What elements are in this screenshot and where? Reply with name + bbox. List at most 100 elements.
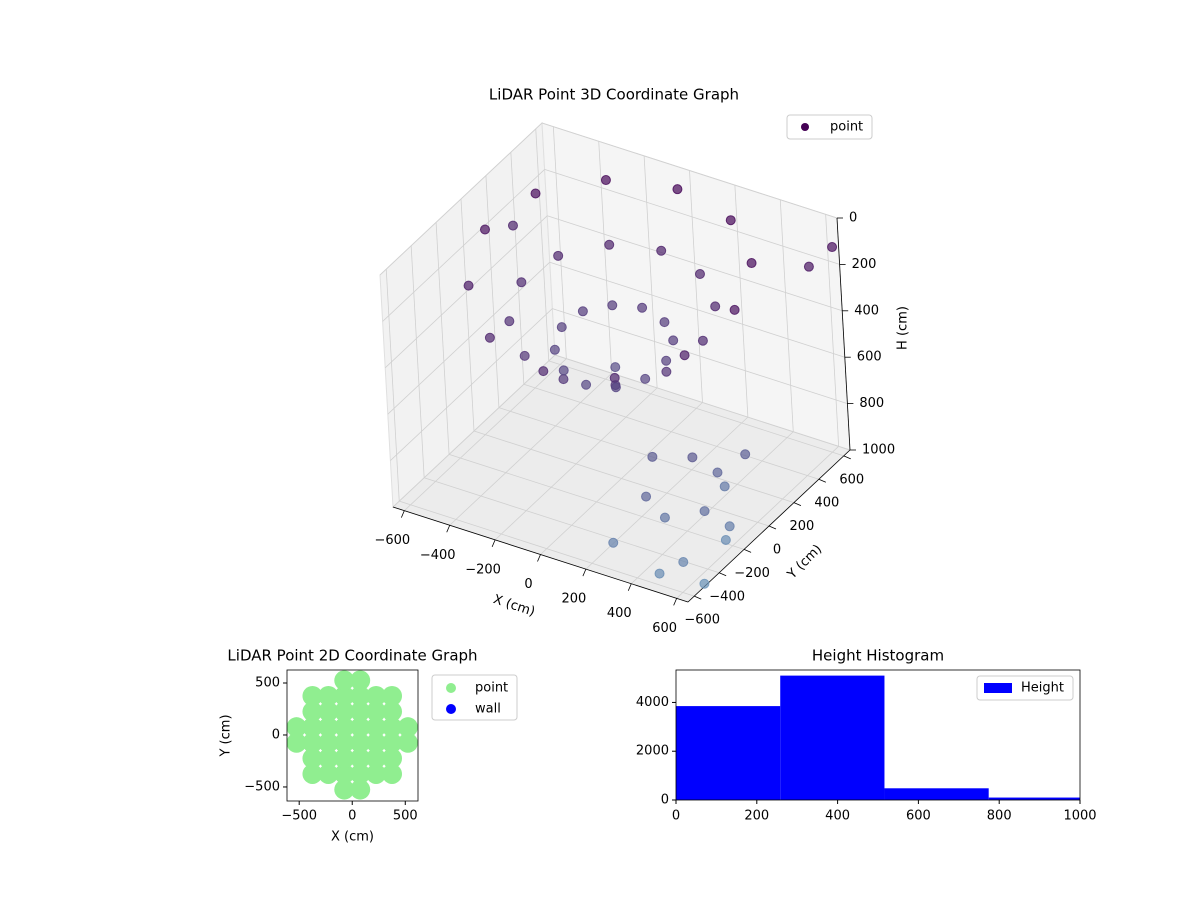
y-axis-label: Y (cm) bbox=[219, 714, 234, 757]
point bbox=[350, 763, 371, 784]
point bbox=[302, 685, 323, 706]
grid-line bbox=[498, 407, 795, 503]
y-tick bbox=[793, 502, 802, 506]
axes-frame bbox=[675, 669, 1081, 801]
x-tick-label: 0 bbox=[348, 809, 356, 824]
grid-line bbox=[435, 222, 450, 455]
point bbox=[607, 300, 618, 311]
point bbox=[712, 467, 723, 478]
z-tick-label: 600 bbox=[857, 350, 882, 365]
point bbox=[366, 732, 387, 753]
legend-label: Height bbox=[1021, 681, 1064, 696]
point bbox=[318, 685, 339, 706]
grid-line bbox=[825, 214, 840, 447]
y-tick-label: 0 bbox=[661, 793, 669, 808]
x-tick bbox=[673, 598, 678, 606]
x-tick-label: 400 bbox=[825, 809, 850, 824]
point bbox=[382, 717, 403, 738]
z-tick-label: 1000 bbox=[862, 443, 895, 458]
point bbox=[382, 701, 403, 722]
point bbox=[720, 534, 731, 545]
point bbox=[334, 685, 355, 706]
grid-line bbox=[643, 155, 658, 388]
x-tick-label: −400 bbox=[420, 548, 456, 563]
bar bbox=[676, 706, 781, 800]
legend-swatch bbox=[984, 683, 1012, 693]
x-tick-label: 200 bbox=[561, 592, 586, 607]
z-tick-label: 800 bbox=[859, 396, 884, 411]
grid-line bbox=[379, 122, 543, 276]
point bbox=[366, 763, 387, 784]
y-axis-label: Y (cm) bbox=[784, 542, 825, 583]
axis-line bbox=[687, 449, 851, 603]
point bbox=[382, 732, 403, 753]
y-tick-label: −500 bbox=[244, 779, 280, 794]
x-tick bbox=[446, 525, 451, 533]
grid-line bbox=[510, 152, 525, 385]
grid-line bbox=[390, 308, 553, 461]
legend-label: wall bbox=[475, 702, 501, 717]
point bbox=[334, 701, 355, 722]
y-tick-label: 0 bbox=[773, 543, 781, 558]
x-tick-label: 1000 bbox=[1063, 809, 1096, 824]
legend-label: point bbox=[475, 681, 508, 696]
x-tick-label: −500 bbox=[281, 809, 317, 824]
point bbox=[350, 670, 371, 691]
point bbox=[530, 188, 541, 199]
point bbox=[694, 269, 705, 280]
point bbox=[350, 779, 371, 800]
point bbox=[366, 748, 387, 769]
point bbox=[334, 670, 355, 691]
grid-line bbox=[392, 354, 556, 508]
point bbox=[382, 685, 403, 706]
chart-3d: −600−400−2000200400600−600−400−200020040… bbox=[374, 86, 910, 636]
point bbox=[746, 258, 757, 269]
point bbox=[350, 732, 371, 753]
point bbox=[302, 748, 323, 769]
point bbox=[318, 701, 339, 722]
y-tick bbox=[718, 572, 727, 577]
point bbox=[710, 301, 721, 312]
z-axis-label: H (cm) bbox=[896, 306, 911, 350]
grid-line bbox=[485, 175, 500, 408]
grid-line bbox=[424, 477, 720, 574]
y-tick bbox=[743, 549, 752, 553]
point bbox=[318, 717, 339, 738]
point bbox=[581, 379, 592, 390]
point bbox=[679, 350, 690, 361]
x-tick bbox=[582, 568, 587, 577]
y-tick-label: 200 bbox=[790, 519, 815, 534]
y-tick bbox=[768, 525, 777, 530]
grid-line bbox=[410, 245, 425, 478]
legend-box bbox=[976, 675, 1074, 701]
point bbox=[724, 521, 735, 532]
x-tick-label: −600 bbox=[374, 533, 410, 548]
chart-title: LiDAR Point 2D Coordinate Graph bbox=[227, 647, 477, 665]
point bbox=[549, 344, 560, 355]
point bbox=[302, 717, 323, 738]
point bbox=[640, 373, 651, 384]
point bbox=[553, 250, 564, 261]
chart-histogram: Height 0 200 400 600 800 1000 0 2000 4000 Height H… bbox=[636, 647, 1097, 824]
point bbox=[687, 452, 698, 463]
point bbox=[287, 717, 307, 738]
x-tick bbox=[491, 539, 496, 548]
x-tick bbox=[400, 510, 405, 518]
point bbox=[504, 316, 515, 327]
plot-area bbox=[676, 675, 1080, 800]
x-tick-label: −200 bbox=[465, 562, 501, 577]
point bbox=[334, 779, 355, 800]
y-tick bbox=[818, 478, 827, 483]
x-tick-label: 500 bbox=[393, 809, 418, 824]
point bbox=[610, 382, 621, 393]
x-tick-label: 0 bbox=[672, 809, 680, 824]
x-tick bbox=[537, 554, 541, 562]
point bbox=[729, 304, 740, 315]
point bbox=[366, 701, 387, 722]
y-tick bbox=[843, 455, 851, 460]
point bbox=[827, 242, 838, 253]
point bbox=[678, 556, 689, 567]
grid-line bbox=[547, 215, 843, 312]
grid-line bbox=[552, 308, 848, 404]
